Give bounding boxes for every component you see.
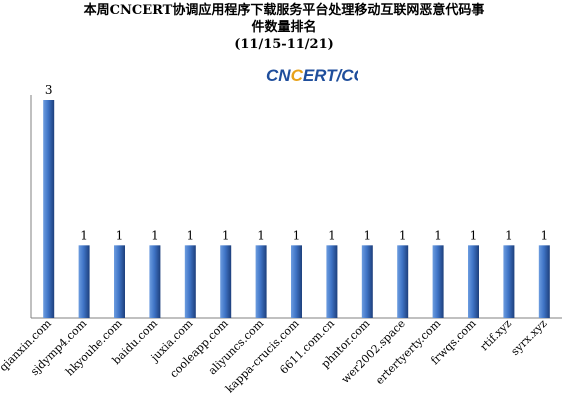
value-label: 1 [434,228,442,242]
value-label: 1 [222,228,230,242]
bar-ertertyerty.com [432,245,444,318]
bar-syrx.xyz [538,245,550,318]
value-label: 1 [293,228,301,242]
value-label: 1 [186,228,194,242]
value-label: 1 [80,228,88,242]
value-label: 1 [116,228,124,242]
bar-baidu.com [149,245,161,318]
title-line-2: 件数量排名 [251,20,317,35]
x-tick-labels: qianxin.comsjdymp4.comhkyouhe.combaidu.c… [0,317,550,396]
bar-hkyouhe.com [114,245,125,318]
bar-kappa-crucis.com [291,245,302,318]
value-label: 1 [399,228,407,242]
value-label: 1 [257,228,265,242]
title-line-1: 本周CNCERT协调应用程序下载服务平台处理移动互联网恶意代码事 [83,3,485,18]
bar-aliyuncs.com [255,245,267,318]
title-line-3: (11/15-11/21) [234,37,334,52]
value-label: 1 [505,228,513,242]
value-label: 1 [363,228,371,242]
bar-frwqs.com [468,245,479,318]
x-tick-label: wer2002.space [339,317,408,386]
bar-wer2002.space [397,245,409,318]
chart-title: 本周CNCERT协调应用程序下载服务平台处理移动互联网恶意代码事 件数量排名 (… [0,2,568,53]
bar-sjdymp4.com [78,245,90,318]
value-label: 3 [45,83,53,97]
logo-text-after: ERT/CC [303,66,358,85]
x-tick-label: syrx.xyz [508,317,549,358]
cncert-logo: CNCERT/CC [266,66,358,85]
bar-phntor.com [361,245,373,318]
bar-6611.com.cn [326,245,338,318]
bar-cooleapp.com [220,245,232,318]
logo-text-accent: C [291,66,304,85]
value-label: 1 [151,228,159,242]
value-label: 1 [470,228,478,242]
svg-text:CNCERT/CC: CNCERT/CC [266,66,358,85]
value-label: 1 [328,228,336,242]
value-labels: 3 1 1 1 1 1 1 1 1 1 1 1 1 1 1 [45,83,548,242]
bar-rtif.xyz [503,245,515,318]
value-label: 1 [540,228,548,242]
x-tick-label: ertertyerty.com [373,317,444,388]
bar-juxia.com [184,245,196,318]
bars [43,100,550,318]
bar-qianxin.com [43,100,55,318]
logo-text-before: CN [266,66,291,85]
